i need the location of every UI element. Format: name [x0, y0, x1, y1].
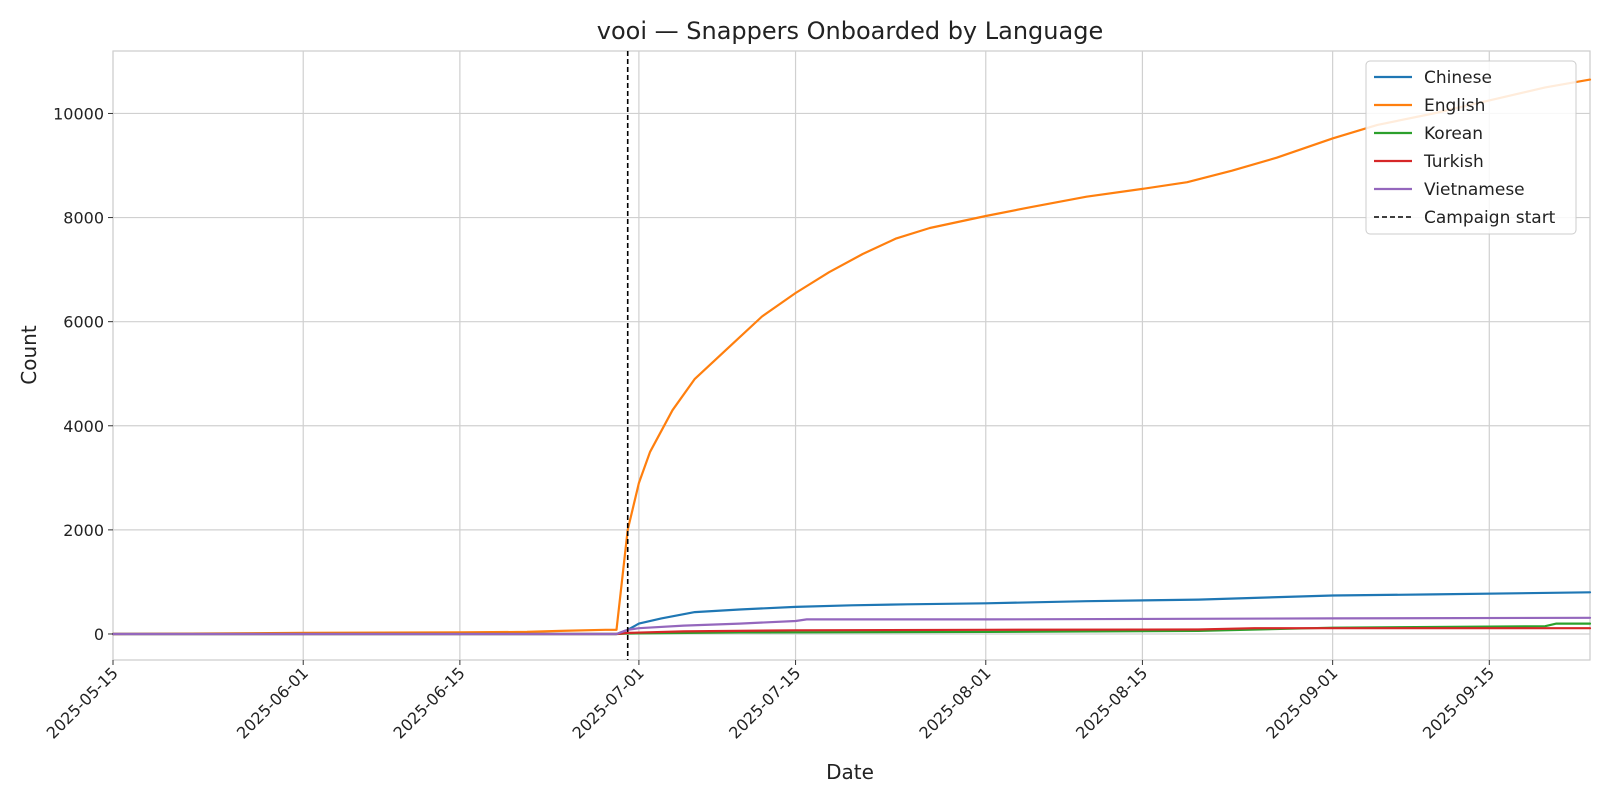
series-lines: [111, 78, 1592, 636]
legend-label: Campaign start: [1424, 208, 1556, 228]
x-tick-label: 2025-08-15: [1072, 663, 1151, 742]
y-axis-ticks: 0 2000 4000 6000 8000 10000: [53, 104, 113, 644]
x-tick-label: 2025-07-01: [569, 663, 648, 742]
y-tick-label: 8000: [63, 209, 104, 228]
y-tick-label: 6000: [63, 313, 104, 332]
y-tick-label: 10000: [53, 104, 104, 123]
x-tick-label: 2025-05-15: [43, 663, 122, 742]
x-tick-label: 2025-09-01: [1262, 663, 1341, 742]
series-line-english: [111, 78, 1592, 636]
plot-area: [112, 50, 1591, 661]
y-tick-label: 4000: [63, 417, 104, 436]
legend-label: Turkish: [1423, 152, 1484, 172]
legend-label: English: [1424, 96, 1485, 116]
x-tick-label: 2025-08-01: [915, 663, 994, 742]
x-axis-label: Date: [826, 760, 874, 784]
x-axis-ticks: 2025-05-15 2025-06-01 2025-06-15 2025-07-01…: [43, 660, 1498, 743]
x-tick-label: 2025-07-15: [725, 663, 804, 742]
legend-box: [1365, 60, 1577, 235]
legend-label: Korean: [1424, 124, 1483, 144]
x-tick-label: 2025-09-15: [1419, 663, 1498, 742]
y-tick-label: 0: [94, 625, 104, 644]
y-axis-label: Count: [17, 325, 41, 385]
x-tick-label: 2025-06-01: [233, 663, 312, 742]
series-line-vietnamese: [111, 616, 1592, 636]
series-line-chinese: [111, 591, 1592, 636]
x-tick-label: 2025-06-15: [390, 663, 469, 742]
legend-label: Vietnamese: [1424, 180, 1525, 200]
chart-title: vooi — Snappers Onboarded by Language: [597, 17, 1103, 45]
legend-label: Chinese: [1424, 68, 1492, 88]
y-tick-label: 2000: [63, 521, 104, 540]
series-line-turkish: [111, 627, 1592, 636]
legend: Chinese English Korean Turkish Vietnamese Cam…: [1365, 60, 1577, 235]
